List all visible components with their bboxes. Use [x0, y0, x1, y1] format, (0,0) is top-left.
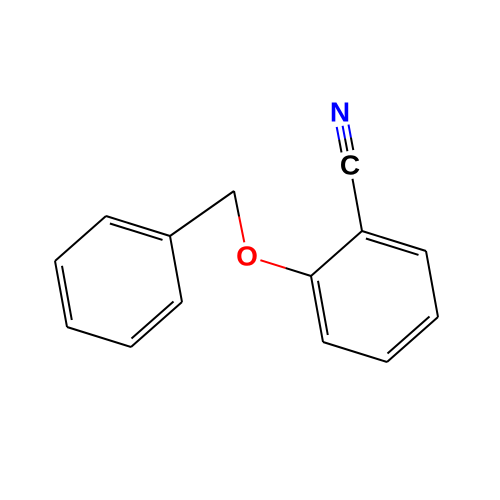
bond-line [67, 327, 131, 347]
bond-line [323, 342, 387, 362]
bond-line [170, 236, 182, 302]
bond-line [387, 317, 438, 362]
bond-line [351, 137, 353, 150]
bond-line [260, 260, 285, 268]
bond-line [311, 276, 323, 342]
bond-line [55, 216, 106, 261]
bond-line [234, 191, 239, 217]
bond-line [311, 231, 362, 276]
bond-line [239, 217, 244, 243]
bond-line [343, 126, 345, 139]
bond-line [337, 127, 339, 140]
bond-line [55, 261, 67, 327]
bond-line [131, 302, 182, 347]
bond-line [170, 191, 234, 236]
bond-line [286, 268, 311, 276]
bond-line [388, 317, 430, 354]
bond-line [132, 302, 174, 339]
atom-label-c: C [340, 150, 360, 181]
atom-label-o: O [236, 241, 258, 272]
bond-line [426, 251, 438, 317]
molecule-diagram: O CN [0, 0, 500, 500]
atom-label-n: N [330, 97, 350, 128]
bond-line [353, 179, 363, 231]
